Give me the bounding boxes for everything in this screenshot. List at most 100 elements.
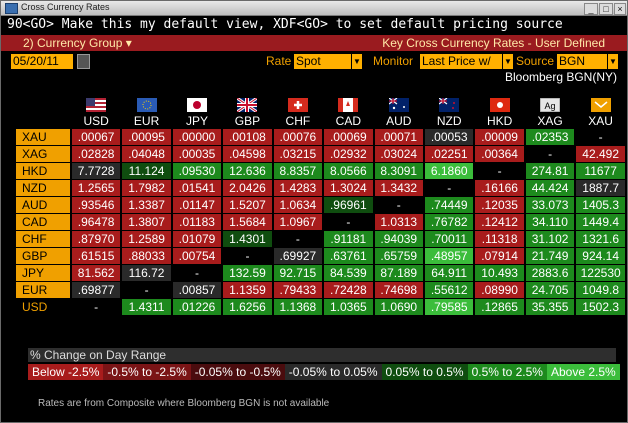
- col-usd[interactable]: USD: [71, 98, 121, 128]
- rate-cell[interactable]: 33.073: [525, 197, 575, 213]
- rate-cell[interactable]: .79433: [273, 282, 323, 298]
- rate-cell[interactable]: .55612: [424, 282, 474, 298]
- rate-cell[interactable]: .00076: [273, 129, 323, 145]
- rate-cell[interactable]: 1.0313: [374, 214, 423, 230]
- rate-cell[interactable]: .12035: [475, 197, 524, 213]
- rate-cell[interactable]: 1.3432: [374, 180, 423, 196]
- rate-cell[interactable]: 116.72: [122, 265, 171, 281]
- rate-cell[interactable]: .79585: [424, 299, 474, 315]
- maximize-button[interactable]: □: [599, 3, 613, 15]
- source-select[interactable]: BGN: [557, 54, 607, 69]
- col-eur[interactable]: EUR: [122, 98, 171, 128]
- row-label[interactable]: USD: [16, 299, 70, 315]
- rate-cell[interactable]: 1.4283: [273, 180, 323, 196]
- rate-cell[interactable]: .12412: [475, 214, 524, 230]
- currency-group-menu[interactable]: 2) Currency Group ▾: [23, 36, 132, 50]
- row-label[interactable]: XAG: [16, 146, 70, 162]
- rate-cell[interactable]: 2883.6: [525, 265, 575, 281]
- rate-cell[interactable]: .11318: [475, 231, 524, 247]
- rate-cell[interactable]: .01183: [172, 214, 222, 230]
- row-label[interactable]: HKD: [16, 163, 70, 179]
- rate-cell[interactable]: .00053: [424, 129, 474, 145]
- rate-select[interactable]: Spot: [294, 54, 351, 69]
- row-label[interactable]: NZD: [16, 180, 70, 196]
- rate-cell[interactable]: .00108: [223, 129, 272, 145]
- calendar-icon[interactable]: [77, 54, 90, 69]
- rate-cell[interactable]: 21.749: [525, 248, 575, 264]
- rate-cell[interactable]: 31.102: [525, 231, 575, 247]
- rate-cell[interactable]: 1.1368: [273, 299, 323, 315]
- col-nzd[interactable]: NZD: [424, 98, 474, 128]
- rate-cell[interactable]: .12865: [475, 299, 524, 315]
- rate-cell[interactable]: .76782: [424, 214, 474, 230]
- rate-cell[interactable]: .07914: [475, 248, 524, 264]
- monitor-select[interactable]: Last Price w/: [420, 54, 502, 69]
- monitor-dropdown-icon[interactable]: ▼: [502, 54, 513, 69]
- rate-cell[interactable]: .00364: [475, 146, 524, 162]
- rate-cell[interactable]: 6.1860: [424, 163, 474, 179]
- rate-cell[interactable]: 1.3387: [122, 197, 171, 213]
- row-label[interactable]: XAU: [16, 129, 70, 145]
- rate-cell[interactable]: 12.636: [223, 163, 272, 179]
- col-aud[interactable]: AUD: [374, 98, 423, 128]
- rate-cell[interactable]: .70011: [424, 231, 474, 247]
- rate-cell[interactable]: .65759: [374, 248, 423, 264]
- rate-cell[interactable]: .00067: [71, 129, 121, 145]
- minimize-button[interactable]: _: [584, 3, 598, 15]
- rate-cell[interactable]: .01541: [172, 180, 222, 196]
- rate-cell[interactable]: .00754: [172, 248, 222, 264]
- rate-cell[interactable]: -: [576, 129, 625, 145]
- rate-cell[interactable]: -: [374, 197, 423, 213]
- rate-cell[interactable]: .61515: [71, 248, 121, 264]
- rate-cell[interactable]: .91181: [324, 231, 373, 247]
- rate-cell[interactable]: 1.6256: [223, 299, 272, 315]
- rate-cell[interactable]: .02828: [71, 146, 121, 162]
- rate-cell[interactable]: 1.4301: [223, 231, 272, 247]
- rate-cell[interactable]: .08990: [475, 282, 524, 298]
- rate-cell[interactable]: 87.189: [374, 265, 423, 281]
- rate-dropdown-icon[interactable]: ▼: [351, 54, 362, 69]
- rate-cell[interactable]: .63761: [324, 248, 373, 264]
- rate-cell[interactable]: 81.562: [71, 265, 121, 281]
- rate-cell[interactable]: .00857: [172, 282, 222, 298]
- rate-cell[interactable]: 924.14: [576, 248, 625, 264]
- col-xau[interactable]: XAU: [576, 98, 625, 128]
- rate-cell[interactable]: 24.705: [525, 282, 575, 298]
- rate-cell[interactable]: 42.492: [576, 146, 625, 162]
- rate-cell[interactable]: 1.5684: [223, 214, 272, 230]
- rate-cell[interactable]: .00095: [122, 129, 171, 145]
- rate-cell[interactable]: .09530: [172, 163, 222, 179]
- col-hkd[interactable]: HKD: [475, 98, 524, 128]
- command-line[interactable]: 90<GO> Make this my default view, XDF<GO…: [1, 16, 627, 34]
- rate-cell[interactable]: -: [324, 214, 373, 230]
- rate-cell[interactable]: 8.3091: [374, 163, 423, 179]
- rate-cell[interactable]: .00000: [172, 129, 222, 145]
- rate-cell[interactable]: .94039: [374, 231, 423, 247]
- rate-cell[interactable]: 2.0426: [223, 180, 272, 196]
- rate-cell[interactable]: 1049.8: [576, 282, 625, 298]
- rate-cell[interactable]: -: [525, 146, 575, 162]
- rate-cell[interactable]: 8.8357: [273, 163, 323, 179]
- rate-cell[interactable]: 1.0690: [374, 299, 423, 315]
- rate-cell[interactable]: -: [223, 248, 272, 264]
- rate-cell[interactable]: -: [475, 163, 524, 179]
- rate-cell[interactable]: .04048: [122, 146, 171, 162]
- rate-cell[interactable]: .87970: [71, 231, 121, 247]
- rate-cell[interactable]: .01226: [172, 299, 222, 315]
- rate-cell[interactable]: 1449.4: [576, 214, 625, 230]
- rate-cell[interactable]: .96961: [324, 197, 373, 213]
- rate-cell[interactable]: 1.2589: [122, 231, 171, 247]
- rate-cell[interactable]: .74698: [374, 282, 423, 298]
- row-label[interactable]: GBP: [16, 248, 70, 264]
- date-field[interactable]: 05/20/11: [11, 54, 73, 69]
- rate-cell[interactable]: 122530: [576, 265, 625, 281]
- rate-cell[interactable]: 1.0365: [324, 299, 373, 315]
- close-button[interactable]: ×: [614, 3, 626, 15]
- rate-cell[interactable]: 92.715: [273, 265, 323, 281]
- rate-cell[interactable]: 34.110: [525, 214, 575, 230]
- rate-cell[interactable]: .00069: [324, 129, 373, 145]
- col-chf[interactable]: CHF: [273, 98, 323, 128]
- rate-cell[interactable]: .02932: [324, 146, 373, 162]
- rate-cell[interactable]: 84.539: [324, 265, 373, 281]
- rate-cell[interactable]: 44.424: [525, 180, 575, 196]
